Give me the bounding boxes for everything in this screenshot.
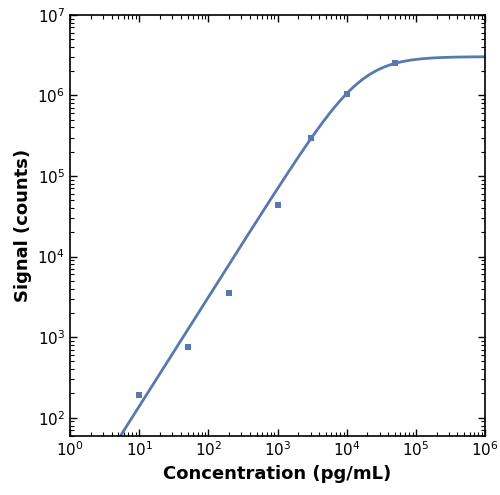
X-axis label: Concentration (pg/mL): Concentration (pg/mL) <box>164 465 392 483</box>
Y-axis label: Signal (counts): Signal (counts) <box>14 148 32 302</box>
